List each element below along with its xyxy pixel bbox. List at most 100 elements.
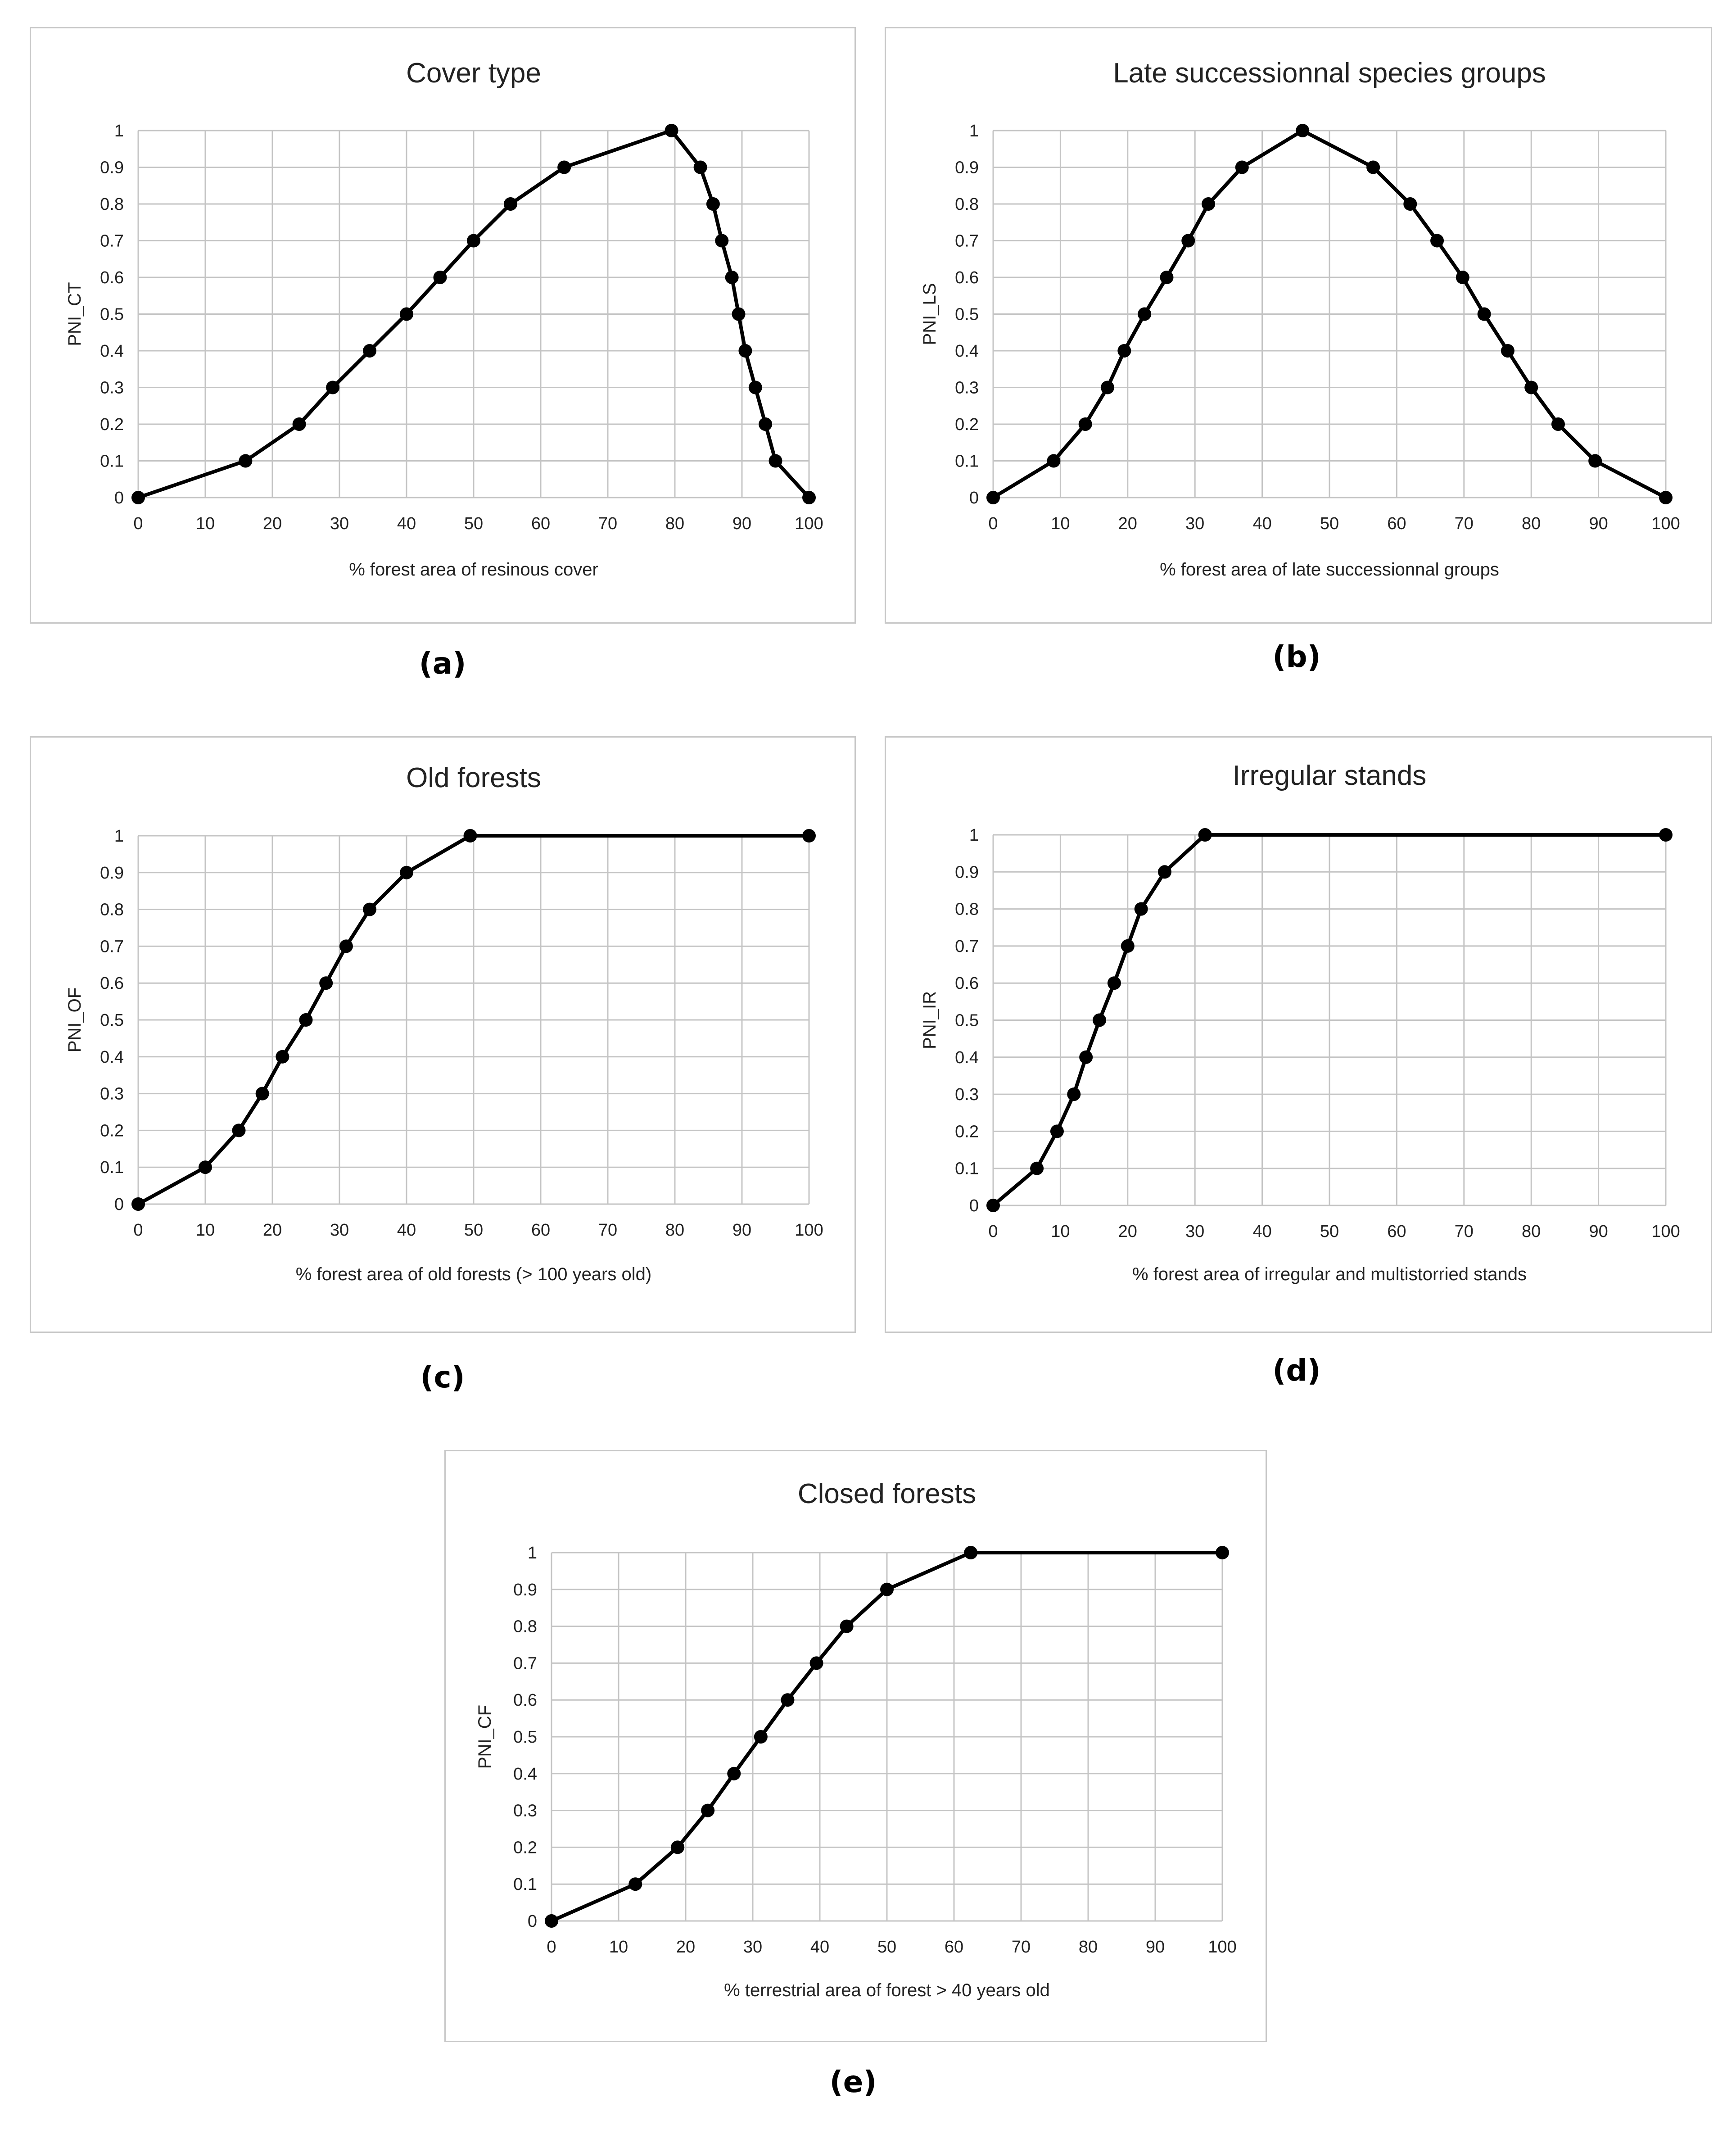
y-tick-label: 0.6 bbox=[955, 268, 979, 287]
chart-title: Irregular stands bbox=[1233, 760, 1427, 791]
caption-d: (d) bbox=[1272, 1353, 1321, 1388]
data-point bbox=[706, 197, 720, 211]
chart-title: Old forests bbox=[406, 762, 541, 793]
x-tick-label: 90 bbox=[732, 1221, 751, 1240]
x-tick-label: 10 bbox=[1051, 1222, 1070, 1241]
data-point bbox=[1181, 234, 1195, 248]
y-tick-label: 0.7 bbox=[955, 937, 979, 956]
data-point bbox=[1501, 344, 1514, 358]
y-tick-label: 0.7 bbox=[955, 232, 979, 251]
data-point bbox=[1160, 271, 1174, 284]
data-point bbox=[1078, 417, 1092, 431]
data-point bbox=[880, 1582, 894, 1596]
chart-panel-e: Closed forests 0 10 20 30 40 50 60 70 80 90 100 0 0.1… bbox=[444, 1450, 1267, 2042]
y-tick-label: 0.5 bbox=[513, 1728, 537, 1747]
x-tick-label: 100 bbox=[1208, 1938, 1236, 1957]
x-tick-label: 0 bbox=[988, 514, 998, 533]
data-point bbox=[363, 902, 377, 916]
data-point bbox=[738, 344, 752, 358]
y-tick-label: 0.9 bbox=[955, 863, 979, 882]
x-tick-label: 40 bbox=[397, 514, 416, 533]
y-tick-label: 0.3 bbox=[100, 1085, 124, 1104]
data-point bbox=[986, 1199, 1000, 1212]
y-tick-label: 0 bbox=[528, 1912, 537, 1931]
x-tick-label: 80 bbox=[665, 514, 684, 533]
data-point bbox=[693, 160, 707, 174]
y-tick-label: 1 bbox=[114, 122, 124, 140]
x-tick-label: 70 bbox=[1455, 1222, 1474, 1241]
data-point bbox=[400, 865, 413, 879]
chart-title: Closed forests bbox=[798, 1478, 976, 1509]
y-tick-label: 0.1 bbox=[100, 452, 124, 471]
y-tick-label: 0.5 bbox=[955, 305, 979, 324]
data-point bbox=[802, 491, 816, 504]
y-tick-label: 0.4 bbox=[100, 1048, 124, 1067]
x-tick-label: 90 bbox=[1589, 1222, 1608, 1241]
y-tick-label: 0.8 bbox=[955, 900, 979, 919]
data-point bbox=[748, 381, 762, 394]
x-axis-label: % forest area of late successionnal grou… bbox=[1160, 560, 1499, 580]
y-tick-label: 0.7 bbox=[513, 1654, 537, 1673]
data-point bbox=[545, 1914, 558, 1928]
data-point bbox=[840, 1619, 854, 1633]
data-point bbox=[1202, 197, 1216, 211]
data-point bbox=[809, 1656, 823, 1670]
x-axis-label: % forest area of resinous cover bbox=[349, 560, 598, 580]
series-line bbox=[992, 833, 1666, 1207]
chart-panel-d: Irregular stands 0 10 20 30 40 50 60 70 80 90 100 0 0… bbox=[885, 736, 1712, 1333]
data-point bbox=[1524, 381, 1538, 394]
x-tick-label: 40 bbox=[810, 1938, 829, 1957]
data-point bbox=[1430, 234, 1444, 248]
x-tick-label: 100 bbox=[795, 514, 823, 533]
y-tick-label: 0.4 bbox=[513, 1765, 537, 1784]
data-point bbox=[131, 491, 145, 504]
chart-d: Irregular stands 0 10 20 30 40 50 60 70 80 90 100 0 0… bbox=[920, 760, 1680, 1284]
data-point bbox=[665, 124, 678, 137]
data-point bbox=[339, 939, 353, 953]
x-tick-label: 70 bbox=[1455, 514, 1474, 533]
y-tick-label: 0.8 bbox=[100, 195, 124, 214]
data-point bbox=[759, 417, 773, 431]
data-point bbox=[319, 976, 333, 990]
y-axis-label: PNI_CF bbox=[475, 1705, 495, 1769]
data-point bbox=[557, 160, 571, 174]
data-point bbox=[1456, 271, 1469, 284]
caption-c: (c) bbox=[420, 1360, 465, 1395]
y-tick-label: 0.4 bbox=[100, 342, 124, 361]
data-point bbox=[131, 1197, 145, 1211]
data-point bbox=[232, 1123, 246, 1137]
y-tick-label: 0.3 bbox=[955, 1085, 979, 1104]
y-tick-label: 0.3 bbox=[955, 379, 979, 398]
data-point bbox=[1588, 454, 1602, 468]
y-tick-label: 0.9 bbox=[100, 159, 124, 177]
x-tick-label: 40 bbox=[397, 1221, 416, 1240]
data-point bbox=[1134, 902, 1148, 916]
data-point bbox=[1296, 124, 1310, 137]
data-point bbox=[1047, 454, 1061, 468]
data-point bbox=[400, 307, 413, 321]
data-point bbox=[1659, 828, 1673, 842]
x-axis-label: % forest area of irregular and multistor… bbox=[1132, 1264, 1527, 1284]
data-point bbox=[725, 271, 739, 284]
chart-panel-a: Cover type 0 10 20 30 40 50 60 70 80 90 100 0 0.1 0.2 0… bbox=[30, 27, 856, 624]
y-tick-label: 0.6 bbox=[100, 974, 124, 993]
data-point bbox=[1121, 939, 1135, 953]
data-point bbox=[769, 454, 782, 468]
y-tick-label: 0.2 bbox=[513, 1838, 537, 1857]
x-tick-label: 60 bbox=[1387, 514, 1406, 533]
data-point bbox=[1093, 1013, 1107, 1027]
data-point bbox=[964, 1546, 978, 1559]
data-point bbox=[276, 1050, 289, 1064]
x-tick-label: 100 bbox=[795, 1221, 823, 1240]
x-tick-label: 20 bbox=[1118, 1222, 1137, 1241]
y-tick-label: 0.8 bbox=[100, 901, 124, 920]
x-tick-label: 20 bbox=[676, 1938, 695, 1957]
y-tick-label: 0 bbox=[969, 1196, 979, 1215]
x-tick-label: 60 bbox=[1387, 1222, 1406, 1241]
data-point bbox=[1157, 865, 1171, 879]
series-line bbox=[551, 1551, 1222, 1923]
data-point bbox=[1216, 1546, 1229, 1559]
data-point bbox=[732, 307, 746, 321]
y-tick-label: 1 bbox=[969, 122, 979, 140]
